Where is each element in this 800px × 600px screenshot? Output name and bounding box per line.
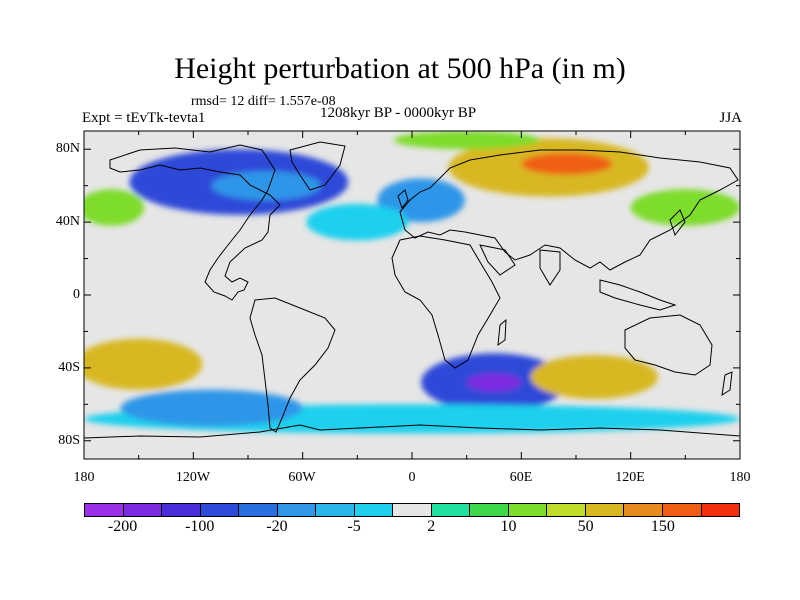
lon-label-120w: 120W (175, 470, 211, 485)
coastline-arabia (479, 244, 516, 276)
colorbar-label: -5 (347, 518, 361, 535)
field-south-pacific-low-band (120, 389, 303, 427)
colorbar-box (585, 504, 625, 516)
colorbar-box (277, 504, 317, 516)
lat-label-80s: 80S (58, 433, 80, 448)
axis-ticks (83, 131, 741, 459)
map-title: Height perturbation at 500 hPa (in m) (174, 52, 626, 85)
colorbar-box (662, 504, 702, 516)
lon-label-180-west: 180 (73, 470, 95, 485)
coastline-north-america (109, 144, 281, 301)
colorbar-box (162, 504, 201, 516)
colorbar-label: -100 (185, 518, 215, 535)
lon-label-180-east: 180 (729, 470, 751, 485)
statistics-label: rmsd= 12 diff= 1.557e-08 (191, 94, 336, 109)
colorbar-label: 10 (500, 518, 517, 535)
field-east-asia-high (630, 189, 740, 226)
field-south-atlantic-low-core (466, 373, 522, 392)
field-north-atlantic-low (306, 203, 409, 241)
colorbar-label: 150 (650, 518, 675, 535)
colorbar-box (431, 504, 471, 516)
colorbar-box (239, 504, 278, 516)
coastline-maritime-asia (599, 279, 677, 311)
coastline-new-zealand (721, 371, 733, 396)
colorbar-box (123, 504, 163, 516)
field-south-indian-high (530, 355, 658, 399)
coastline-japan (669, 209, 686, 237)
coastline-madagascar (497, 318, 507, 347)
field-arctic-high (393, 131, 540, 150)
coastline-layer (84, 141, 740, 439)
field-siberia-high-core (521, 152, 613, 175)
coastline-eurasia (399, 149, 739, 271)
colorbar-box (701, 504, 740, 516)
colorbar-box (470, 504, 509, 516)
lon-label-60w: 60W (288, 470, 316, 485)
period-label: 1208kyr BP - 0000kyr BP (320, 105, 477, 121)
colorbar-box (85, 504, 124, 516)
colorbar-box (316, 504, 355, 516)
lat-label-80n: 80N (55, 141, 80, 156)
coastline-greenland (289, 141, 346, 191)
field-pacific-north-high (84, 189, 145, 226)
field-north-america-low-core (211, 171, 321, 201)
lat-label-40s: 40S (58, 360, 80, 375)
experiment-label: Expt = tEvTk-tevta1 (82, 110, 206, 126)
colorbar-box (393, 504, 432, 516)
colorbar-box (200, 504, 240, 516)
colorbar-box (354, 504, 394, 516)
lon-label-60e: 60E (509, 470, 533, 485)
coastline-british-isles (397, 189, 409, 210)
lat-label-40n: 40N (55, 214, 80, 229)
colorbar-label: -20 (266, 518, 288, 535)
coastline-india (539, 249, 561, 286)
field-europe-low (377, 178, 465, 223)
lon-label-0: 0 (408, 470, 416, 485)
lat-label-equator: 0 (73, 287, 80, 302)
colorbar-box (624, 504, 663, 516)
season-label: JJA (719, 110, 742, 126)
colorbar-label: 50 (577, 518, 594, 535)
coastline-antarctica (84, 424, 740, 439)
colorbar-label: 2 (427, 518, 436, 535)
height-field-layer (84, 131, 740, 434)
lon-label-120e: 120E (615, 470, 645, 485)
colorbar (84, 503, 740, 517)
coastline-south-america (249, 297, 336, 433)
coastline-africa (391, 235, 501, 369)
field-south-pacific-high (84, 338, 203, 390)
colorbar-box (547, 504, 586, 516)
colorbar-label: -200 (107, 518, 138, 535)
colorbar-box (508, 504, 548, 516)
coastline-australia (624, 314, 713, 376)
